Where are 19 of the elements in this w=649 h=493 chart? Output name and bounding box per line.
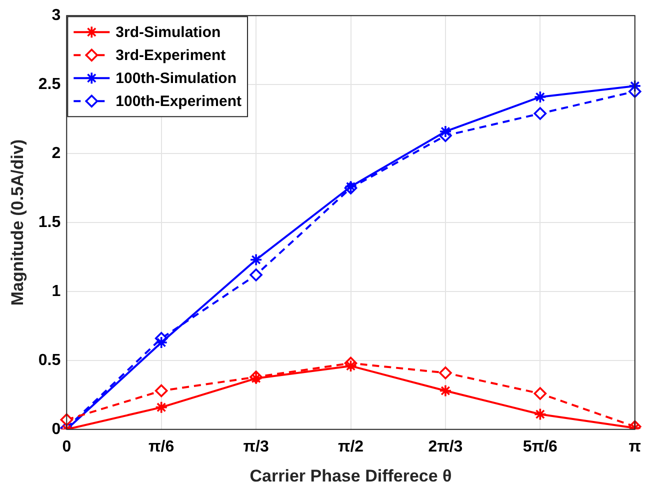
y-axis-title: Magnitude (0.5A/div) (8, 139, 27, 306)
legend-label: 100th-Experiment (116, 93, 242, 110)
x-tick-label: 2π/3 (428, 438, 463, 456)
y-tick-label: 3 (52, 7, 61, 24)
y-tick-label: 2 (52, 144, 61, 162)
x-tick-label: 5π/6 (522, 438, 558, 456)
x-axis-title: Carrier Phase Differece θ (250, 466, 452, 486)
x-tick-label: π (628, 438, 641, 456)
y-tick-label: 1 (52, 282, 61, 300)
y-tick-label: 2.5 (38, 76, 61, 93)
y-tick-label: 0 (52, 420, 61, 438)
x-tick-label: π/6 (148, 438, 174, 456)
y-tick-label: 1.5 (38, 214, 61, 231)
legend-label: 3rd-Simulation (116, 24, 221, 42)
y-tick-label: 0.5 (38, 352, 61, 369)
legend-label: 100th-Simulation (116, 70, 236, 88)
legend-label: 3rd-Experiment (116, 47, 226, 64)
x-tick-label: π/3 (243, 438, 269, 456)
x-tick-label: π/2 (338, 438, 364, 456)
